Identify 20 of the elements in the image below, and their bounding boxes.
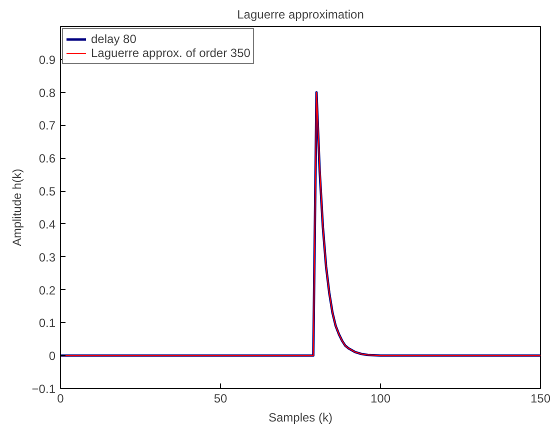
y-tick-label: 0.4 [38, 217, 56, 232]
chart-title: Laguerre approximation [237, 8, 364, 22]
y-axis-title: Amplitude h(k) [10, 168, 24, 246]
y-tick-label: 0.5 [38, 184, 56, 199]
legend-label: delay 80 [91, 32, 136, 46]
y-tick-label: 0.3 [38, 250, 56, 264]
y-tick-label: 0.7 [38, 118, 56, 133]
x-tick-label: 0 [57, 392, 64, 406]
x-tick-label: 50 [214, 392, 228, 406]
y-tick-label: 0.8 [38, 86, 56, 100]
x-tick-label: 100 [370, 392, 391, 406]
y-tick-label: 0.1 [38, 316, 56, 330]
y-tick-label: 0.9 [38, 52, 56, 67]
y-tick-label: 0.6 [38, 152, 56, 166]
y-tick-label: −0.1 [32, 382, 56, 396]
legend-label: Laguerre approx. of order 350 [91, 46, 250, 60]
y-tick-label: 0 [48, 349, 56, 364]
x-axis-title: Samples (k) [268, 410, 333, 424]
y-tick-label: 0.2 [38, 283, 56, 298]
x-tick-label: 150 [530, 392, 551, 406]
